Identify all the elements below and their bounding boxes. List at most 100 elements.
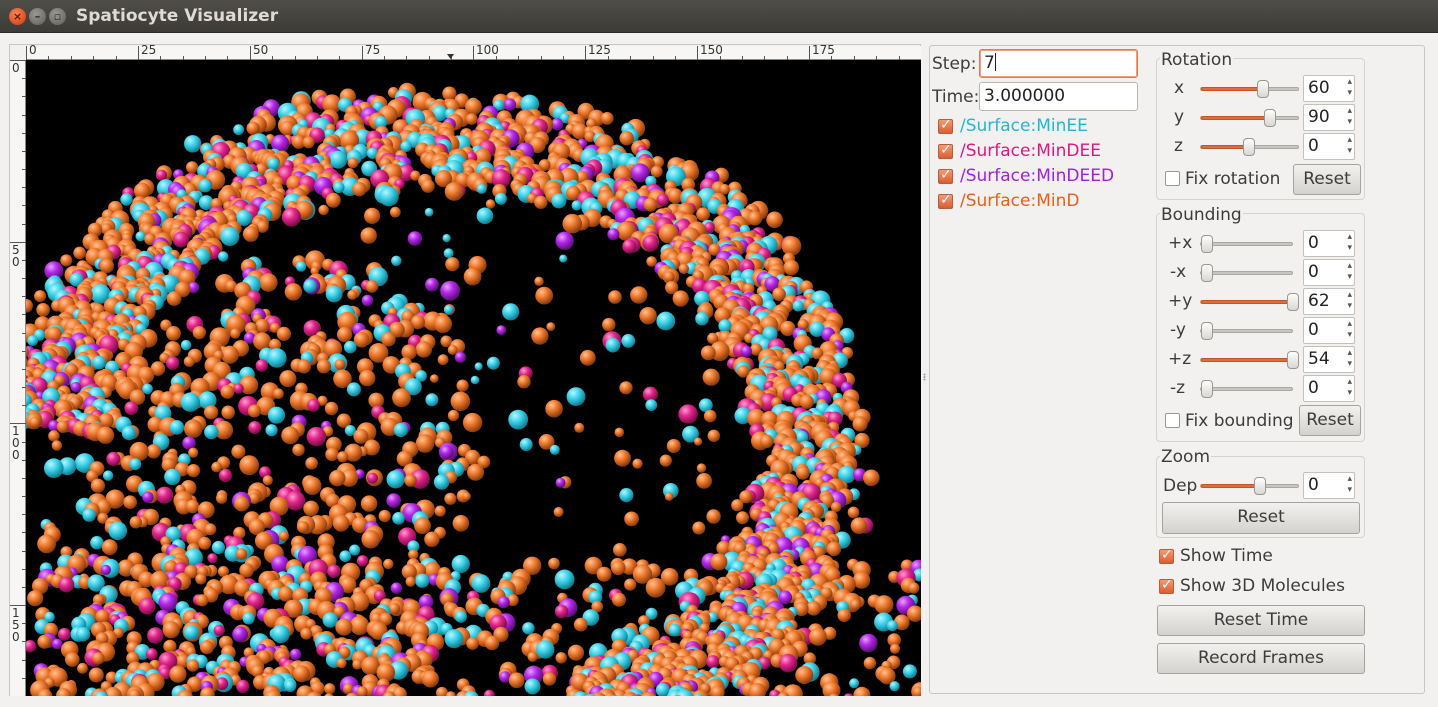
rotation-z-spin[interactable]: 0 ▴ ▾	[1303, 133, 1355, 160]
fix-rotation-checkbox[interactable]	[1165, 171, 1180, 186]
molecule-canvas[interactable]	[26, 60, 921, 696]
rotation-reset-button[interactable]: Reset	[1293, 164, 1361, 195]
slider-handle[interactable]	[1201, 235, 1213, 253]
orange-molecule	[546, 322, 556, 331]
orange-molecule	[363, 439, 380, 456]
orange-molecule	[251, 665, 264, 678]
zoom-depth-slider[interactable]	[1200, 477, 1299, 495]
bound-px-slider[interactable]	[1200, 235, 1293, 253]
cyan-molecule	[524, 678, 541, 695]
orange-molecule	[852, 416, 868, 432]
orange-molecule	[296, 521, 310, 534]
orange-molecule	[99, 258, 114, 274]
orange-molecule	[574, 422, 585, 433]
orange-molecule	[447, 344, 458, 355]
orange-molecule	[221, 405, 235, 420]
orange-molecule	[584, 556, 603, 575]
maximize-icon[interactable]: ▫	[49, 8, 66, 25]
slider-handle[interactable]	[1254, 477, 1266, 495]
orange-molecule	[34, 316, 51, 333]
cyan-molecule	[92, 355, 106, 370]
orange-molecule	[719, 184, 730, 195]
orange-molecule	[748, 683, 766, 696]
orange-molecule	[279, 370, 297, 388]
close-icon[interactable]: ×	[9, 8, 26, 25]
rotation-y-slider[interactable]	[1200, 109, 1299, 127]
bound-ny-slider[interactable]	[1200, 322, 1293, 340]
fix-bounding-checkbox[interactable]	[1165, 413, 1180, 428]
orange-molecule	[325, 493, 340, 508]
magenta-molecule	[373, 589, 386, 602]
orange-molecule	[284, 283, 303, 301]
bound-pz-spin[interactable]: 54 ▴ ▾	[1303, 346, 1355, 373]
orange-molecule	[306, 691, 322, 696]
slider-handle[interactable]	[1264, 109, 1276, 127]
cyan-molecule	[198, 179, 212, 193]
bound-py-slider[interactable]	[1200, 293, 1299, 311]
cyan-molecule	[27, 335, 38, 346]
bound-nx-slider[interactable]	[1200, 264, 1293, 282]
orange-molecule	[379, 612, 393, 626]
species-checkbox-mind[interactable]	[938, 192, 953, 209]
magenta-molecule	[303, 320, 321, 337]
orange-molecule	[854, 432, 870, 449]
orange-molecule	[146, 444, 161, 459]
bound-pz-slider[interactable]	[1200, 351, 1299, 369]
species-checkbox-minee[interactable]	[938, 117, 953, 134]
magenta-molecule	[656, 193, 669, 207]
bounding-reset-button[interactable]: Reset	[1299, 405, 1361, 436]
slider-handle[interactable]	[1201, 322, 1213, 340]
cyan-molecule	[339, 550, 352, 562]
pane-grip-icon[interactable]	[922, 366, 927, 381]
orange-molecule	[169, 665, 187, 683]
reset-time-button[interactable]: Reset Time	[1157, 605, 1365, 636]
orange-molecule	[535, 286, 554, 305]
bound-nz-slider[interactable]	[1200, 380, 1293, 398]
slider-handle[interactable]	[1201, 264, 1213, 282]
ruler-y-tick: 0	[12, 61, 20, 75]
bound-px-spin[interactable]: 0 ▴ ▾	[1303, 230, 1355, 257]
rotation-x-slider[interactable]	[1200, 80, 1299, 98]
orange-molecule	[415, 434, 435, 453]
orange-molecule	[608, 290, 622, 304]
step-input[interactable]: 7	[979, 49, 1138, 78]
species-checkbox-mindee[interactable]	[938, 142, 953, 159]
rotation-x-label: x	[1174, 78, 1185, 98]
species-checkbox-mindeed[interactable]	[938, 167, 953, 184]
magenta-molecule	[554, 604, 569, 619]
bound-nx-spin[interactable]: 0 ▴ ▾	[1303, 259, 1355, 286]
bound-nz-spin[interactable]: 0 ▴ ▾	[1303, 375, 1355, 402]
orange-molecule	[219, 574, 239, 595]
time-input[interactable]: 3.000000	[979, 82, 1138, 111]
show-time-checkbox[interactable]	[1159, 547, 1174, 564]
slider-handle[interactable]	[1201, 380, 1213, 398]
cyan-molecule	[400, 140, 412, 152]
orange-molecule	[27, 590, 44, 607]
cyan-molecule	[792, 300, 804, 312]
rotation-z-slider[interactable]	[1200, 138, 1299, 156]
slider-handle[interactable]	[1257, 80, 1269, 98]
bound-py-spin[interactable]: 62 ▴ ▾	[1303, 288, 1355, 315]
orange-molecule	[750, 343, 763, 356]
rotation-y-spin[interactable]: 90 ▴ ▾	[1303, 104, 1355, 131]
show-3d-molecules-checkbox[interactable]	[1159, 577, 1174, 594]
slider-handle[interactable]	[1287, 293, 1299, 311]
orange-molecule	[220, 385, 235, 399]
slider-handle[interactable]	[1287, 351, 1299, 369]
orange-molecule	[343, 683, 354, 694]
zoom-reset-button[interactable]: Reset	[1162, 502, 1360, 534]
purple-molecule	[243, 332, 256, 344]
orange-molecule	[555, 652, 567, 664]
minimize-icon[interactable]: –	[29, 8, 46, 25]
bound-ny-spin[interactable]: 0 ▴ ▾	[1303, 317, 1355, 344]
slider-handle[interactable]	[1243, 138, 1255, 156]
cyan-molecule	[605, 337, 621, 353]
ruler-x-tick: 50	[253, 43, 269, 57]
rotation-x-spin[interactable]: 60 ▴ ▾	[1303, 75, 1355, 102]
orange-molecule	[388, 602, 401, 615]
record-frames-button[interactable]: Record Frames	[1157, 643, 1365, 674]
cyan-molecule	[325, 285, 343, 303]
magenta-molecule	[155, 169, 168, 181]
zoom-depth-spin[interactable]: 0 ▴ ▾	[1303, 472, 1355, 499]
cyan-molecule	[571, 200, 582, 211]
